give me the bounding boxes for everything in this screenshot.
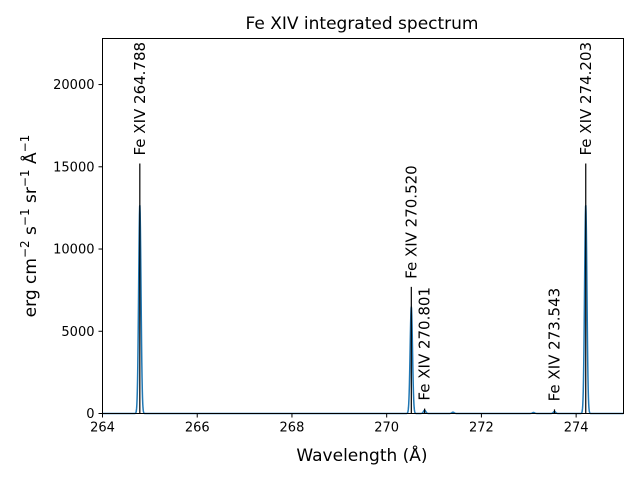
y-tick-label: 10000: [53, 243, 94, 258]
y-label-part-g: Å: [19, 152, 41, 169]
line-label: Fe XIV 270.801: [416, 287, 434, 401]
x-tick-label: 266: [185, 421, 210, 436]
y-label-part-c: s: [21, 226, 41, 240]
line-label: Fe XIV 274.203: [577, 42, 595, 156]
plot-frame: [102, 38, 624, 414]
y-label-part-f: −1: [18, 169, 32, 187]
y-axis-label: erg cm−2 s−1 sr−1 Å−1: [18, 135, 41, 318]
annotation-layer: Fe XIV 264.788 Fe XIV 270.520 Fe XIV 270.8…: [131, 42, 595, 414]
y-tick-label: 5000: [61, 325, 94, 340]
x-axis-label: Wavelength (Å): [296, 444, 427, 466]
y-tick-label: 15000: [53, 160, 94, 175]
y-axis: 0 5000 10000 15000 20000: [53, 78, 103, 422]
x-tick-label: 270: [374, 421, 399, 436]
y-label-part-d: −1: [18, 208, 32, 226]
x-tick-label: 274: [564, 421, 589, 436]
line-label: Fe XIV 270.520: [402, 165, 420, 279]
x-tick-label: 268: [280, 421, 305, 436]
x-tick-label: 272: [469, 421, 494, 436]
y-label-part-a: erg cm: [21, 258, 41, 317]
line-label: Fe XIV 273.543: [545, 288, 563, 402]
line-label: Fe XIV 264.788: [131, 42, 149, 156]
y-tick-label: 20000: [53, 78, 94, 93]
y-label-part-b: −2: [18, 240, 32, 258]
x-tick-label: 264: [90, 421, 115, 436]
y-label-part-h: −1: [18, 135, 32, 153]
x-axis: 264 266 268 270 272 274: [90, 413, 589, 436]
chart-title: Fe XIV integrated spectrum: [246, 14, 479, 34]
y-tick-label: 0: [86, 407, 94, 422]
y-label-part-e: sr: [21, 187, 41, 208]
